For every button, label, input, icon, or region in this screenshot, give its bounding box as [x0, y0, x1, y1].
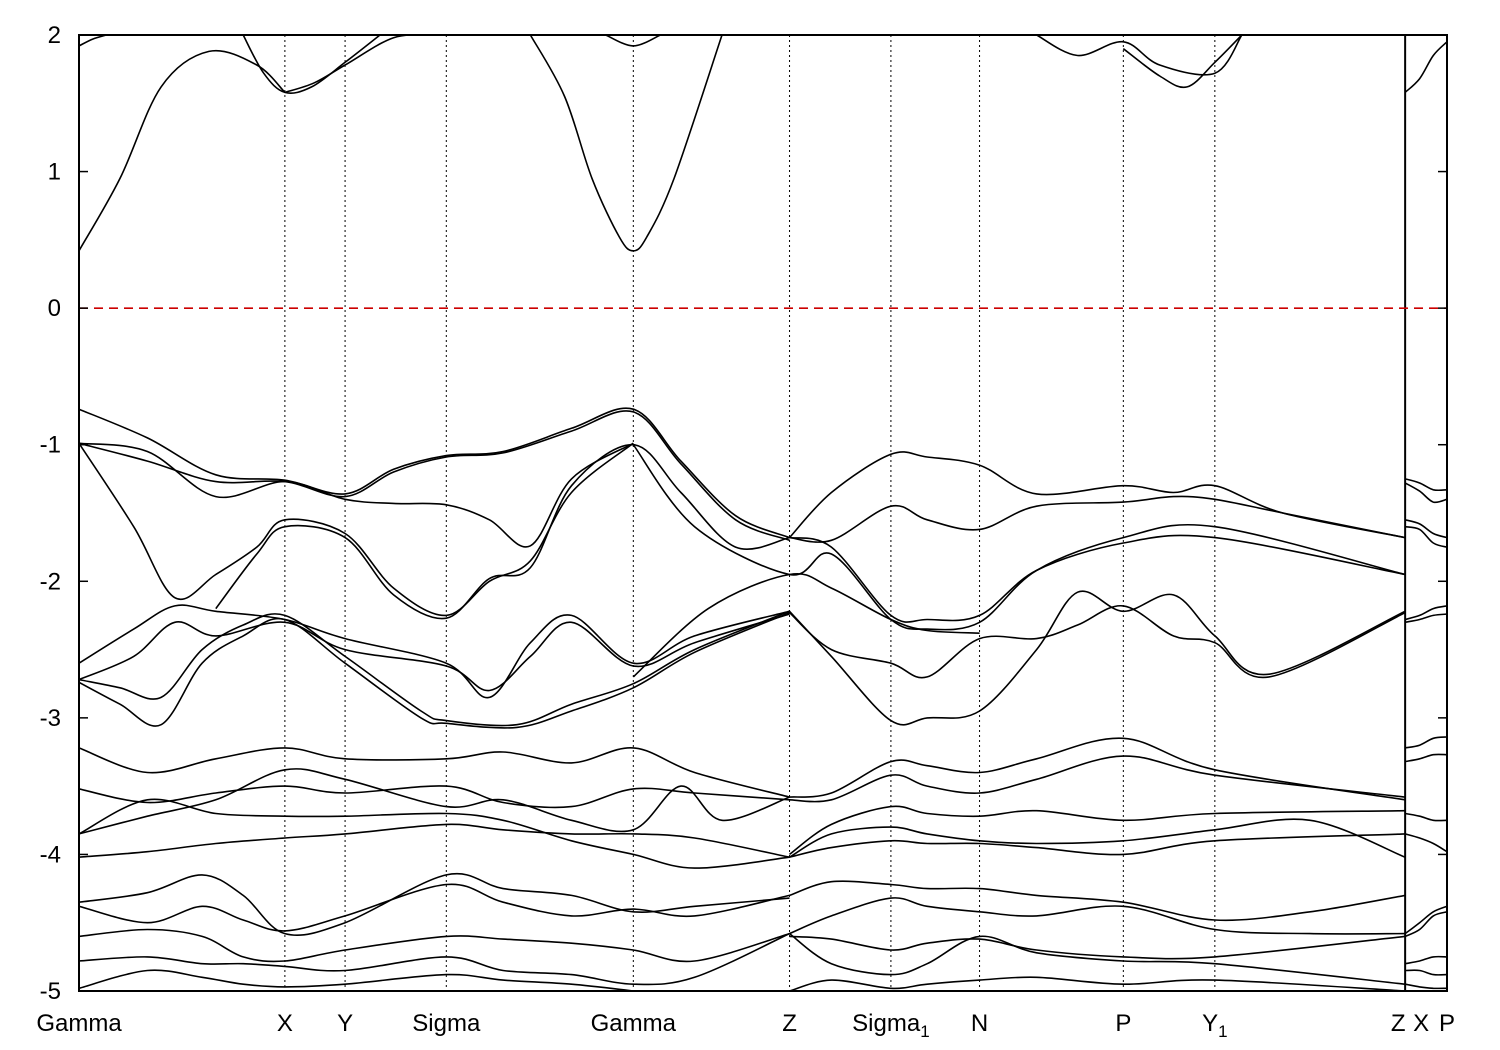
band-40 — [789, 833, 1406, 858]
band-44 — [1404, 833, 1447, 853]
band-12 — [79, 442, 634, 617]
band-49 — [79, 969, 634, 991]
band-50 — [789, 880, 1406, 922]
band-13 — [215, 443, 790, 620]
y-tick-label-4: -1 — [40, 432, 61, 459]
band-47 — [79, 928, 790, 963]
y-tick-label-5: 0 — [48, 295, 61, 322]
x-axis: Gamma X Y Sigma Gamma Z Sigma1 N P Y1 Z X P — [36, 1010, 1455, 1041]
band-9 — [79, 407, 790, 539]
x-tick-label-0: Gamma — [36, 1010, 122, 1037]
x-tick-label-11: X — [1413, 1010, 1429, 1037]
band-33 — [79, 768, 790, 835]
band-35 — [79, 798, 790, 869]
band-4 — [79, 35, 107, 47]
band-42 — [1404, 753, 1447, 763]
band-10 — [79, 410, 790, 542]
band-30 — [1404, 613, 1447, 624]
band-43 — [1404, 812, 1447, 822]
x-tick-label-7: N — [971, 1010, 988, 1037]
band-22 — [1404, 525, 1447, 548]
band-51 — [789, 897, 1406, 935]
band-45 — [79, 872, 790, 937]
band-1 — [284, 35, 435, 94]
band-0 — [79, 49, 286, 252]
band-34 — [79, 823, 790, 858]
band-11 — [79, 442, 634, 548]
band-36 — [789, 737, 1406, 801]
band-29 — [1404, 605, 1447, 621]
band-55 — [1404, 905, 1447, 935]
band-15 — [789, 495, 1406, 543]
x-tick-label-5: Z — [782, 1010, 797, 1037]
band-3 — [529, 35, 723, 252]
y-tick-label-3: -2 — [40, 568, 61, 595]
y-axis: -5 -4 -3 -2 -1 0 1 2 — [40, 22, 1447, 1005]
band-5 — [605, 35, 661, 47]
y-tick-label-1: -4 — [40, 841, 61, 868]
x-tick-label-3: Sigma — [412, 1010, 481, 1037]
band-20 — [1404, 482, 1447, 504]
band-26 — [79, 611, 790, 729]
band-54 — [789, 976, 1406, 991]
band-23 — [79, 604, 790, 699]
x-tick-label-2: Y — [337, 1010, 353, 1037]
band-6 — [1036, 35, 1243, 76]
band-16 — [789, 534, 1406, 623]
x-tick-label-12: P — [1439, 1010, 1455, 1037]
x-tick-label-6: Sigma1 — [852, 1010, 930, 1041]
y-tick-label-6: 1 — [48, 159, 61, 186]
band-37 — [789, 755, 1406, 803]
band-27 — [788, 590, 1406, 726]
band-18 — [632, 572, 980, 678]
band-46 — [79, 883, 790, 932]
band-41 — [1404, 736, 1447, 749]
band-39 — [789, 818, 1406, 858]
band-14 — [788, 451, 1406, 539]
x-tick-label-8: P — [1115, 1010, 1131, 1037]
band-17 — [632, 444, 1406, 631]
band-21 — [1404, 519, 1447, 539]
band-56 — [1404, 911, 1447, 938]
band-7 — [1122, 35, 1243, 89]
band-28 — [788, 605, 1406, 679]
band-32 — [79, 785, 790, 809]
band-58 — [1405, 969, 1447, 976]
x-tick-label-4: Gamma — [591, 1010, 677, 1037]
x-tick-label-10: Z — [1391, 1010, 1406, 1037]
y-tick-label-7: 2 — [48, 22, 61, 49]
band-48 — [79, 932, 790, 986]
band-24 — [79, 613, 790, 692]
band-31 — [79, 747, 790, 798]
kpoint-gridlines — [284, 35, 1407, 991]
band-59 — [1404, 983, 1447, 990]
band-38 — [789, 805, 1406, 856]
band-8 — [1404, 41, 1447, 93]
band-lines — [79, 35, 1447, 991]
band-57 — [1404, 955, 1447, 965]
x-tick-label-9: Y1 — [1202, 1010, 1227, 1041]
band-25 — [79, 610, 790, 727]
x-tick-label-1: X — [277, 1010, 293, 1037]
y-tick-label-2: -3 — [40, 705, 61, 732]
band-19 — [1404, 478, 1447, 492]
y-tick-label-0: -5 — [40, 978, 61, 1005]
plot-frame — [78, 34, 1448, 992]
band-52 — [789, 935, 1406, 960]
band-2 — [242, 35, 381, 94]
band-53 — [789, 932, 1406, 985]
